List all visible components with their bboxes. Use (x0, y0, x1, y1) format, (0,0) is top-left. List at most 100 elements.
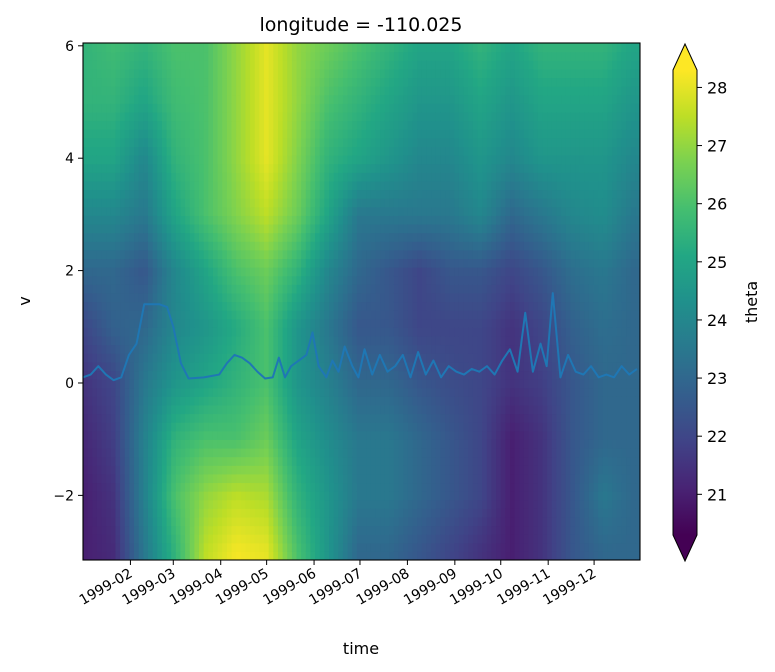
heatmap-cell (204, 482, 209, 491)
heatmap-cell (120, 293, 125, 302)
heatmap-cell (153, 155, 158, 164)
heatmap-cell (208, 121, 213, 130)
heatmap-cell (431, 276, 436, 285)
heatmap-cell (125, 508, 130, 517)
heatmap-cell (445, 293, 450, 302)
heatmap-cell (180, 293, 185, 302)
heatmap-cell (213, 396, 218, 405)
heatmap-cell (301, 215, 306, 224)
heatmap-cell (129, 465, 134, 474)
heatmap-cell (208, 284, 213, 293)
heatmap-cell (343, 396, 348, 405)
heatmap-cell (315, 534, 320, 543)
heatmap-cell (162, 284, 167, 293)
heatmap-cell (464, 181, 469, 190)
heatmap-cell (111, 517, 116, 526)
heatmap-cell (394, 207, 399, 216)
heatmap-cell (440, 345, 445, 354)
heatmap-cell (297, 77, 302, 86)
heatmap-cell (278, 172, 283, 181)
heatmap-cell (227, 457, 232, 466)
heatmap-cell (334, 327, 339, 336)
heatmap-cell (431, 457, 436, 466)
heatmap-cell (431, 224, 436, 233)
heatmap-cell (190, 77, 195, 86)
heatmap-cell (92, 319, 97, 328)
heatmap-cell (264, 534, 269, 543)
heatmap-cell (366, 508, 371, 517)
heatmap-cell (111, 138, 116, 147)
heatmap-cell (440, 414, 445, 423)
heatmap-cell (375, 69, 380, 78)
heatmap-cell (115, 215, 120, 224)
heatmap-cell (324, 103, 329, 112)
heatmap-cell (283, 95, 288, 104)
heatmap-cell (194, 267, 199, 276)
heatmap-cell (115, 138, 120, 147)
heatmap-cell (176, 508, 181, 517)
heatmap-cell (125, 181, 130, 190)
heatmap-cell (129, 517, 134, 526)
heatmap-cell (352, 543, 357, 552)
heatmap-cell (348, 189, 353, 198)
heatmap-cell (245, 241, 250, 250)
heatmap-cell (394, 43, 399, 52)
heatmap-cell (157, 500, 162, 509)
heatmap-cell (310, 43, 315, 52)
heatmap-cell (111, 465, 116, 474)
heatmap-cell (199, 448, 204, 457)
heatmap-cell (232, 155, 237, 164)
heatmap-cell (287, 60, 292, 69)
heatmap-cell (227, 336, 232, 345)
heatmap-cell (199, 551, 204, 560)
heatmap-cell (389, 284, 394, 293)
heatmap-cell (324, 534, 329, 543)
heatmap-cell (111, 60, 116, 69)
heatmap-cell (194, 551, 199, 560)
heatmap-cell (259, 448, 264, 457)
heatmap-cell (454, 345, 459, 354)
heatmap-cell (106, 77, 111, 86)
heatmap-cell (422, 276, 427, 285)
heatmap-cell (375, 482, 380, 491)
heatmap-cell (426, 396, 431, 405)
heatmap-cell (436, 302, 441, 311)
heatmap-cell (259, 327, 264, 336)
heatmap-cell (292, 551, 297, 560)
heatmap-cell (445, 198, 450, 207)
heatmap-cell (88, 267, 93, 276)
heatmap-cell (88, 396, 93, 405)
heatmap-cell (157, 181, 162, 190)
heatmap-cell (352, 327, 357, 336)
heatmap-cell (199, 422, 204, 431)
heatmap-cell (83, 345, 88, 354)
heatmap-cell (88, 86, 93, 95)
heatmap-cell (143, 508, 148, 517)
heatmap-cell (436, 414, 441, 423)
heatmap-cell (129, 319, 134, 328)
heatmap-cell (389, 103, 394, 112)
heatmap-cell (204, 172, 209, 181)
heatmap-cell (301, 276, 306, 285)
heatmap-cell (143, 77, 148, 86)
heatmap-cell (278, 103, 283, 112)
heatmap-cell (366, 551, 371, 560)
heatmap-cell (297, 267, 302, 276)
heatmap-cell (450, 276, 455, 285)
heatmap-cell (403, 112, 408, 121)
heatmap-cell (245, 345, 250, 354)
heatmap-cell (106, 138, 111, 147)
heatmap-cell (88, 215, 93, 224)
heatmap-cell (162, 448, 167, 457)
heatmap-cell (204, 215, 209, 224)
heatmap-cell (408, 215, 413, 224)
heatmap-cell (362, 181, 367, 190)
heatmap-cell (422, 267, 427, 276)
heatmap-cell (218, 60, 223, 69)
heatmap-cell (88, 500, 93, 509)
heatmap-cell (134, 517, 139, 526)
heatmap-cell (436, 405, 441, 414)
heatmap-cell (413, 491, 418, 500)
heatmap-cell (329, 69, 334, 78)
heatmap-cell (194, 482, 199, 491)
